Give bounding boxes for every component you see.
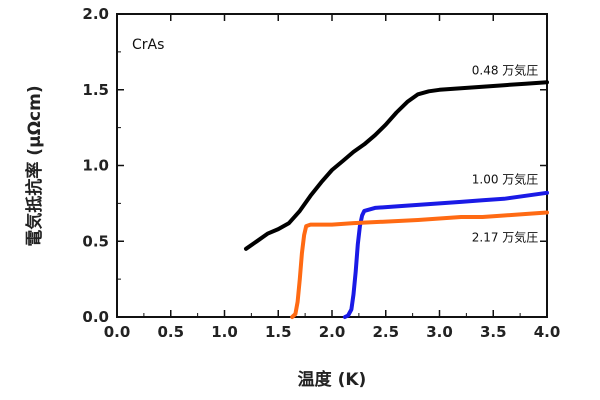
plot-area: 0.0 0.5 1.0 1.5 2.0 2.5 3.0 3.5 4.0 0.0 0.5 1.0 1.5 2… (82, 5, 560, 341)
x-tick-label: 1.0 (211, 323, 238, 341)
series-2-17-line (290, 210, 549, 319)
panel-label: CrAs (132, 37, 164, 53)
y-axis-title: 電気抵抗率 (μΩcm) (24, 85, 45, 246)
series-0-48-line (244, 80, 549, 251)
series-label: 1.00 万気圧 (472, 172, 539, 187)
y-tick-label: 0.0 (82, 308, 109, 326)
x-tick-label: 3.5 (480, 323, 507, 341)
series-group (244, 80, 549, 319)
series-label: 0.48 万気圧 (472, 63, 539, 78)
axis-ticks: 0.0 0.5 1.0 1.5 2.0 2.5 3.0 3.5 4.0 0.0 0.5 1.0 1.5 2… (82, 5, 560, 341)
x-tick-label: 0.0 (104, 323, 131, 341)
series-1-00-line (342, 190, 549, 319)
y-tick-label: 1.0 (82, 157, 109, 175)
x-tick-label: 1.5 (265, 323, 292, 341)
y-tick-label: 0.5 (82, 232, 109, 250)
x-tick-label: 4.0 (534, 323, 561, 341)
y-tick-label: 2.0 (82, 5, 109, 23)
series-label: 2.17 万気圧 (472, 229, 539, 244)
series-labels: 0.48 万気圧 1.00 万気圧 2.17 万気圧 (472, 63, 539, 245)
plot-frame (116, 13, 548, 318)
x-tick-label: 2.0 (319, 323, 346, 341)
x-tick-label: 2.5 (372, 323, 399, 341)
x-axis-title: 温度 (K) (298, 369, 367, 390)
x-tick-label: 0.5 (157, 323, 184, 341)
x-tick-label: 3.0 (426, 323, 453, 341)
y-tick-label: 1.5 (82, 81, 109, 99)
